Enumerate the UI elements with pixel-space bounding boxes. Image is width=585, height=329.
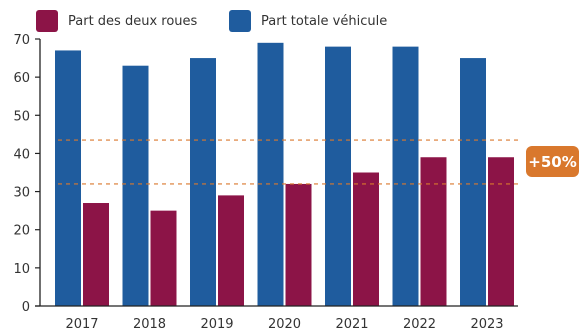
x-tick-label-2020: 2020 — [268, 317, 301, 329]
bar-two-wheel-2023 — [488, 157, 514, 306]
x-tick-label-2023: 2023 — [470, 317, 503, 329]
growth-badge: +50% — [526, 146, 579, 177]
bar-vehicle-2020 — [257, 42, 284, 307]
bar-vehicle-2018 — [122, 65, 149, 306]
legend-item-two-wheel: Part des deux roues — [36, 10, 197, 32]
bar-vehicle-2022 — [392, 46, 419, 306]
bar-vehicle-2017 — [55, 50, 81, 306]
y-tick-label-0: 0 — [22, 300, 30, 315]
legend-label-two-wheel: Part des deux roues — [68, 13, 198, 29]
bar-two-wheel-2021 — [353, 172, 379, 306]
x-tick-label-2021: 2021 — [335, 317, 368, 329]
x-tick-label-2022: 2022 — [403, 317, 436, 329]
bar-vehicle-2019 — [190, 58, 216, 307]
x-tick-label-2019: 2019 — [200, 317, 233, 329]
y-tick-label-60: 60 — [13, 71, 30, 86]
y-tick-label-50: 50 — [13, 109, 30, 124]
bar-two-wheel-2019 — [218, 195, 244, 306]
y-tick-label-70: 70 — [13, 33, 30, 48]
legend-label-vehicle: Part totale véhicule — [261, 13, 388, 29]
y-tick-label-20: 20 — [13, 224, 30, 239]
y-tick-label-40: 40 — [13, 147, 30, 162]
x-tick-label-2018: 2018 — [133, 317, 166, 329]
bar-vehicle-2021 — [325, 46, 351, 306]
bar-vehicle-2023 — [460, 58, 486, 307]
bar-two-wheel-2022 — [420, 157, 447, 306]
legend-swatch-vehicle — [229, 10, 251, 32]
legend-item-vehicle: Part totale véhicule — [229, 10, 387, 32]
x-tick-label-2017: 2017 — [65, 317, 98, 329]
bar-two-wheel-2018 — [150, 210, 177, 306]
y-tick-label-30: 30 — [13, 186, 30, 201]
bar-two-wheel-2017 — [83, 203, 109, 306]
legend-swatch-two-wheel — [36, 10, 58, 32]
bar-two-wheel-2020 — [285, 183, 312, 306]
y-tick-label-10: 10 — [13, 262, 30, 277]
